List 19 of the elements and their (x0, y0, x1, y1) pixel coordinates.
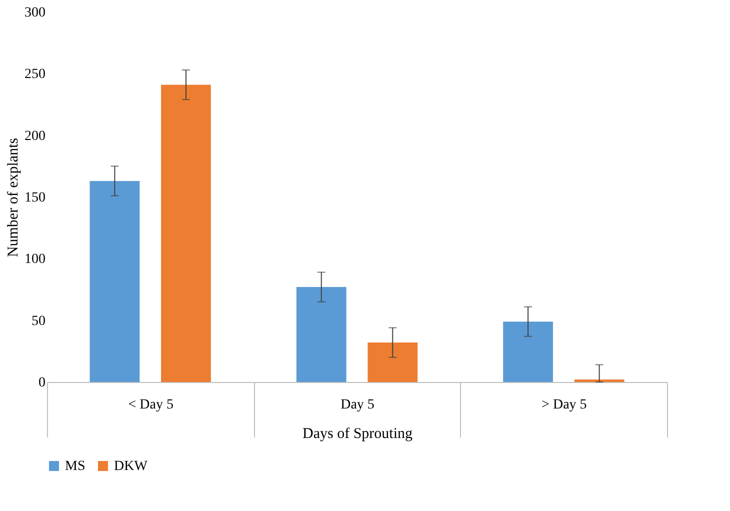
bar (368, 342, 418, 382)
y-tick-label: 200 (24, 128, 46, 144)
y-tick-label: 250 (24, 67, 46, 82)
y-tick-label: 0 (38, 376, 46, 390)
y-tick-label: 100 (24, 252, 46, 268)
legend-label: DKW (114, 459, 148, 474)
bar (90, 180, 140, 382)
y-axis-title: Number of explants (6, 138, 22, 258)
x-tick-label: Day 5 (340, 398, 374, 412)
legend-label: MS (65, 459, 86, 474)
bar (503, 322, 553, 382)
bar (161, 84, 211, 382)
x-tick-label: > Day 5 (542, 398, 587, 412)
y-tick-label: 150 (24, 190, 46, 206)
y-tick-label: 50 (32, 314, 46, 329)
x-axis-title: Days of Sprouting (302, 426, 413, 442)
bar (296, 287, 346, 382)
x-tick-label: < Day 5 (128, 398, 174, 412)
y-tick-label: 300 (24, 6, 46, 20)
